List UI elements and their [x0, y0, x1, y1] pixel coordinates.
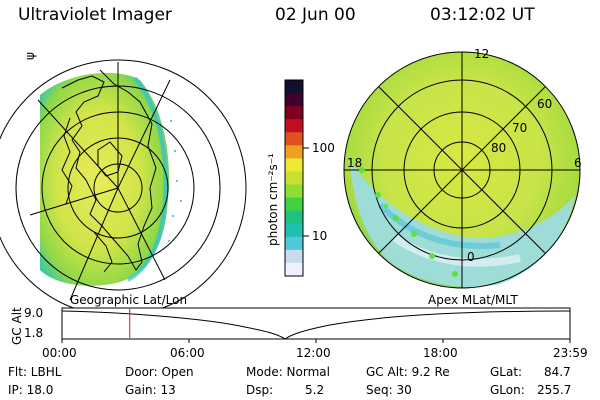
- seq-info: Seq: 30: [366, 383, 412, 397]
- glat-info: GLat:: [490, 365, 523, 379]
- timeline-x-tick-0000: 00:00: [42, 346, 77, 360]
- timeline-x-tick-1800: 18:00: [423, 346, 458, 360]
- timeline-x-tick-2359: 23:59: [553, 346, 588, 360]
- glon-value: 255.7: [537, 383, 572, 397]
- timeline-left-title: Geographic Lat/Lon: [70, 293, 188, 307]
- altitude-curve: [61, 310, 571, 340]
- glon-info: GLon:: [490, 383, 525, 397]
- timeline-y-tick-bottom: 1.8: [24, 326, 44, 340]
- mlat-label-60: 60: [537, 97, 553, 111]
- dsp-value: 5.2: [305, 383, 325, 397]
- gc-alt-info: GC Alt: 9.2 Re: [366, 365, 450, 379]
- timeline-y-tick-top: 9.0: [24, 306, 44, 320]
- mlt-label-0: 0: [467, 250, 475, 264]
- image-time: 03:12:02 UT: [430, 5, 535, 25]
- image-date: 02 Jun 00: [275, 5, 356, 25]
- timeline-x-tick-0600: 06:00: [170, 346, 205, 360]
- mlat-label-70: 70: [512, 121, 528, 135]
- instrument-title: Ultraviolet Imager: [18, 5, 172, 25]
- mlt-label-12: 12: [474, 47, 490, 61]
- mlt-label-18: 18: [347, 156, 363, 170]
- colorbar-tick-100: 100: [312, 141, 335, 155]
- timeline-right-title: Apex MLat/MLT: [428, 293, 518, 307]
- mlat-label-80: 80: [491, 141, 507, 155]
- timeline-x-tick-1200: 12:00: [296, 346, 331, 360]
- door-info: Door: Open: [125, 365, 194, 379]
- dsp-info: Dsp:: [246, 383, 274, 397]
- filter-info: Flt: LBHL: [8, 365, 62, 379]
- ip-info: IP: 18.0: [8, 383, 54, 397]
- mlt-label-6: 6: [574, 156, 582, 170]
- gain-info: Gain: 13: [125, 383, 176, 397]
- mode-info: Mode: Normal: [246, 365, 330, 379]
- glat-value: 84.7: [544, 365, 571, 379]
- colorbar-tick-10: 10: [312, 229, 328, 243]
